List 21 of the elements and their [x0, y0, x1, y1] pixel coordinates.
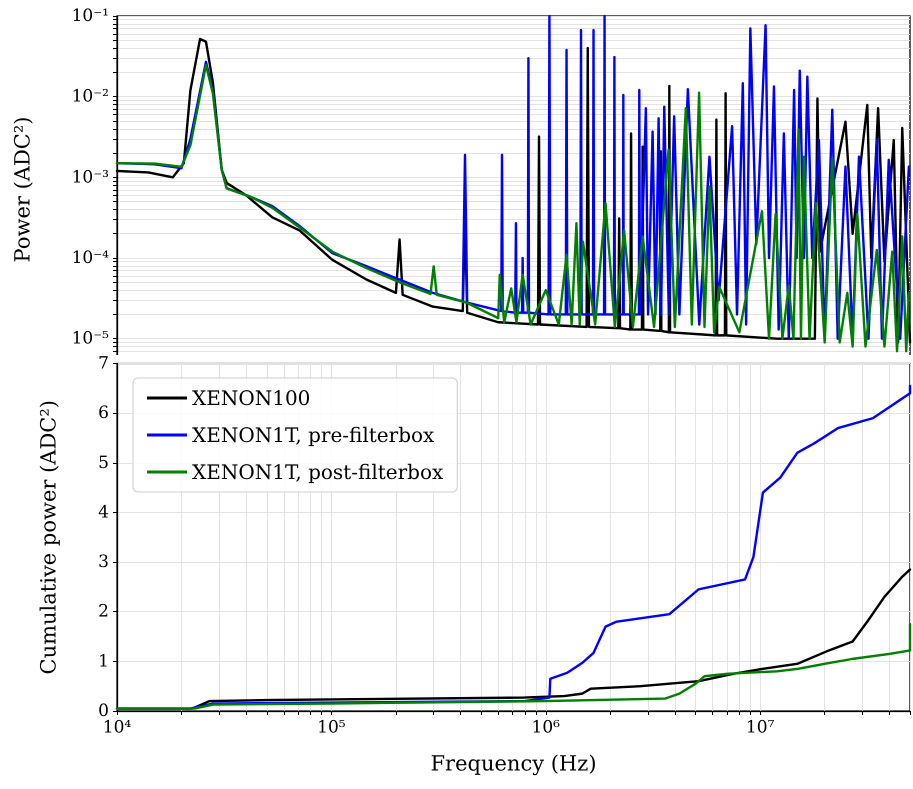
y-tick-label: 5 [98, 452, 109, 473]
y-tick-label: 10⁻⁵ [72, 328, 110, 349]
x-tick-label: 10⁶ [532, 718, 560, 738]
legend-label: XENON1T, post-filterbox [192, 460, 444, 484]
legend-label: XENON1T, pre-filterbox [192, 423, 436, 447]
y-tick-label: 10⁻³ [72, 167, 109, 188]
y-tick-label: 1 [98, 651, 109, 672]
y-axis-title: Power (ADC²) [10, 116, 34, 262]
y-tick-label: 2 [98, 602, 109, 622]
y-tick-label: 4 [98, 502, 109, 522]
y-tick-label: 10⁻¹ [72, 6, 109, 26]
y-tick-label: 7 [98, 354, 109, 374]
x-tick-label: 10⁷ [746, 718, 775, 738]
y-axis-title: Cumulative power (ADC²) [36, 400, 60, 674]
y-tick-label: 10⁻² [72, 86, 109, 107]
y-tick-label: 10⁻⁴ [72, 248, 110, 268]
legend-label: XENON100 [192, 386, 310, 410]
x-tick-label: 10⁵ [317, 718, 346, 738]
y-tick-label: 3 [98, 552, 109, 572]
y-tick-label: 6 [98, 403, 109, 424]
x-axis-title: Frequency (Hz) [430, 752, 597, 776]
